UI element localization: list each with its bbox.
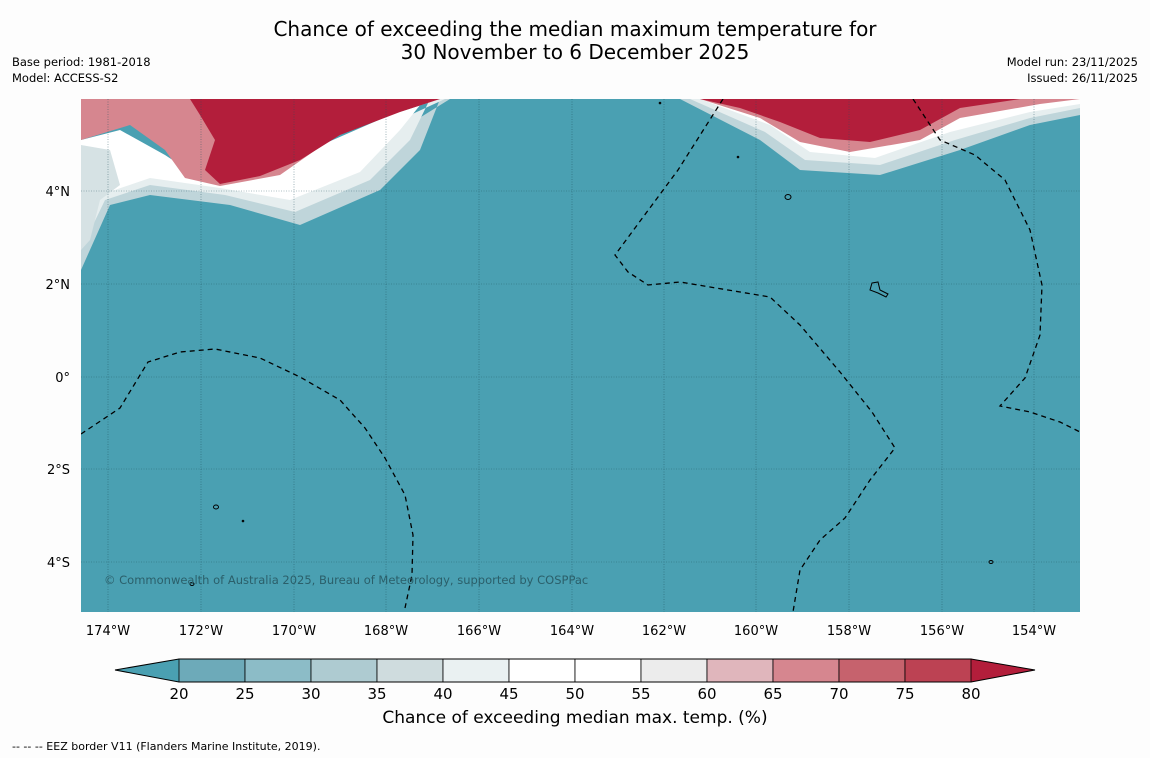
colorbar-segment [310,658,378,683]
meta-right: Model run: 23/11/2025 Issued: 26/11/2025 [1007,54,1138,86]
longitude-label: 174°W [86,624,130,639]
map-area: © Commonwealth of Australia 2025, Bureau… [81,99,1080,612]
footnote: -- -- -- EEZ border V11 (Flanders Marine… [12,740,321,753]
eez-border-2 [614,99,896,612]
colorbar-label: Chance of exceeding median max. temp. (%… [382,708,768,728]
island-3 [213,504,219,510]
issued-date: Issued: 26/11/2025 [1027,71,1138,85]
colorbar-tick: 70 [829,685,848,703]
model-name: Model: ACCESS-S2 [12,71,119,85]
longitude-label: 160°W [734,624,778,639]
latitude-labels: 4°N 2°N 0° 2°S 4°S [46,185,71,571]
eez-borders [81,99,1080,612]
eez-border-1 [81,348,414,609]
colorbar-segment [508,658,576,683]
islands [189,101,994,586]
warm-region-east [700,99,1020,142]
longitude-labels: 174°W 172°W 170°W 168°W 166°W 164°W 162°W 160°W… [86,624,1056,639]
latitude-label: 0° [55,371,70,386]
colorbar-tick: 65 [763,685,782,703]
map-title: Chance of exceeding the median maximum t… [0,18,1150,64]
meta-left: Base period: 1981-2018 Model: ACCESS-S2 [12,54,151,86]
eez-border-3 [912,99,1080,433]
colorbar-tick: 30 [301,685,320,703]
colorbar-tick: 60 [697,685,716,703]
island-8 [189,582,195,586]
longitude-label: 170°W [272,624,316,639]
longitude-label: 168°W [364,624,408,639]
colorbar-tick: 20 [169,685,188,703]
colorbar-tick: 35 [367,685,386,703]
colorbar-tick: 75 [895,685,914,703]
colorbar-segment [838,658,906,683]
colorbar-segment [772,658,840,683]
colorbar-ticks: 20 25 30 35 40 45 50 55 60 65 70 75 80 [169,685,980,703]
island-7 [988,560,994,564]
longitude-label: 154°W [1012,624,1056,639]
colorbar-tick: 55 [631,685,650,703]
colorbar-segment [904,658,972,683]
longitude-label: 158°W [827,624,871,639]
island-6 [658,101,662,105]
latitude-label: 4°N [46,185,71,200]
island-5 [736,155,740,159]
longitude-label: 166°W [457,624,501,639]
colorbar-high-extension [971,659,1035,682]
colorbar-segment [244,658,312,683]
warm-region-west [190,99,440,184]
colorbar: 20 25 30 35 40 45 50 55 60 65 70 75 80 [114,658,1036,703]
latitude-label: 2°N [46,278,71,293]
latitude-label: 4°S [47,556,70,571]
title-line-2: 30 November to 6 December 2025 [400,40,750,64]
colorbar-segment [640,658,708,683]
longitude-label: 164°W [550,624,594,639]
colorbar-segments [178,658,972,683]
colorbar-tick: 80 [961,685,980,703]
cool-patch-west [81,145,120,250]
longitude-label: 172°W [179,624,223,639]
title-line-1: Chance of exceeding the median maximum t… [273,17,877,41]
longitude-label: 162°W [642,624,686,639]
colorbar-tick: 50 [565,685,584,703]
colorbar-segment [574,658,642,683]
graticule [81,99,1080,612]
colorbar-tick: 45 [499,685,518,703]
colorbar-segment [706,658,774,683]
island-2 [869,281,889,298]
longitude-label: 156°W [920,624,964,639]
latitude-label: 2°S [47,463,70,478]
colorbar-tick: 40 [433,685,452,703]
model-run: Model run: 23/11/2025 [1006,55,1138,69]
colorbar-segment [442,658,510,683]
colorbar-segment [376,658,444,683]
island-4 [241,519,245,523]
colorbar-outline [114,658,1036,683]
copyright-text: © Commonwealth of Australia 2025, Bureau… [104,573,588,587]
colorbar-low-extension [115,659,179,682]
island-1 [784,194,792,200]
colorbar-segment [178,658,246,683]
base-period: Base period: 1981-2018 [12,55,151,69]
colorbar-tick: 25 [235,685,254,703]
